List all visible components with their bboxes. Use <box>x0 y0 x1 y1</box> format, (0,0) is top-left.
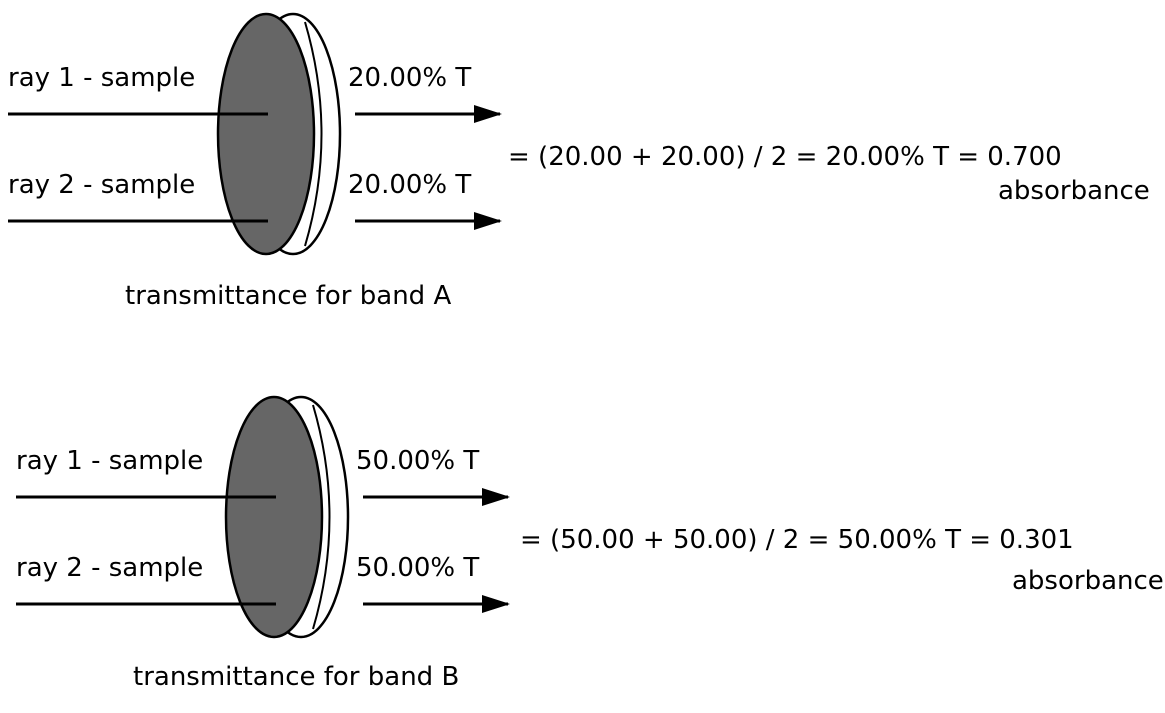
band-a-panel: ray 1 - sample ray 2 - sample 20.00% T 2… <box>0 0 1165 330</box>
transmittance-equation: = (50.00 + 50.00) / 2 = 50.00% T = 0.301 <box>520 525 1074 555</box>
ray-2-label: ray 2 - sample <box>8 170 196 200</box>
ray-1-label: ray 1 - sample <box>8 63 196 93</box>
ray-1-transmittance: 50.00% T <box>356 446 480 476</box>
ray-1-transmittance: 20.00% T <box>348 63 472 93</box>
sample-disk-inner-edge <box>312 404 331 630</box>
absorbance-unit: absorbance <box>998 176 1150 206</box>
band-caption: transmittance for band A <box>125 281 452 311</box>
sample-disk <box>224 395 324 639</box>
sample-disk-inner-edge <box>304 21 323 247</box>
band-a-diagram <box>8 12 502 256</box>
band-caption: transmittance for band B <box>133 662 460 692</box>
sample-disk <box>216 12 316 256</box>
transmittance-equation: = (20.00 + 20.00) / 2 = 20.00% T = 0.700 <box>508 142 1062 172</box>
ray-1-label: ray 1 - sample <box>16 446 204 476</box>
ray-2-transmittance: 50.00% T <box>356 553 480 583</box>
ray-2-transmittance: 20.00% T <box>348 170 472 200</box>
band-b-diagram <box>16 395 510 639</box>
band-b-panel: ray 1 - sample ray 2 - sample 50.00% T 5… <box>8 383 1165 713</box>
ray-2-label: ray 2 - sample <box>16 553 204 583</box>
absorbance-unit: absorbance <box>1012 566 1164 596</box>
